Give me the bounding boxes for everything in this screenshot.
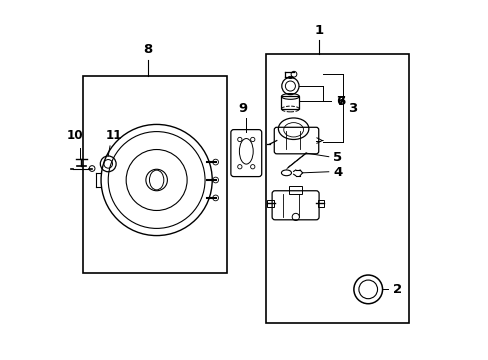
Text: 2: 2 [392,283,401,296]
Text: 9: 9 [238,102,247,114]
Text: 4: 4 [333,166,342,179]
Text: 7: 7 [335,95,345,108]
Text: 11: 11 [105,129,122,142]
Text: 5: 5 [333,151,342,164]
Text: 10: 10 [66,129,83,142]
Text: 6: 6 [335,95,345,108]
Bar [265,54,408,323]
Text: 1: 1 [314,23,323,37]
Bar [289,186,302,194]
Text: 8: 8 [143,43,152,56]
Text: 3: 3 [348,102,357,115]
Bar [83,76,226,273]
Bar [281,96,299,109]
Bar [266,200,273,207]
Bar [317,200,324,207]
